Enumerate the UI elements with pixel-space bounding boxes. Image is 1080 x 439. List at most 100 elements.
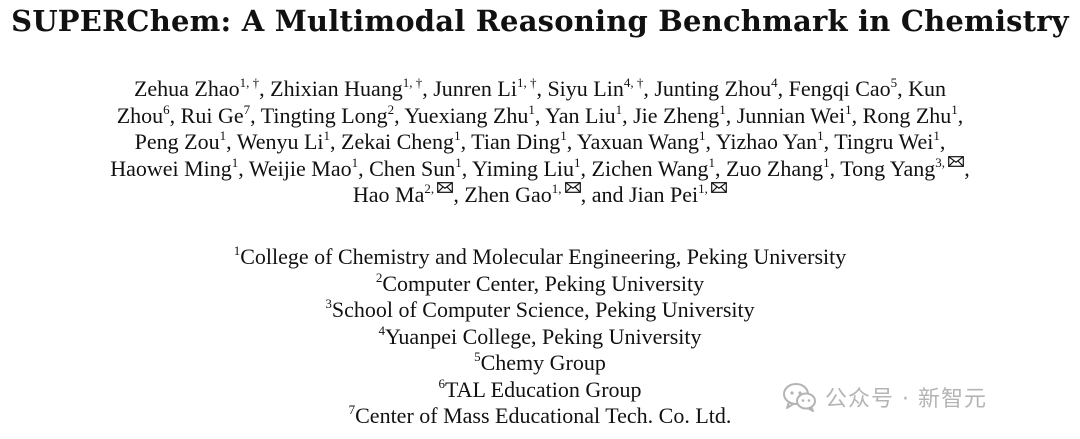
author-name: Junting Zhou <box>654 76 772 101</box>
affiliation-marker: 1 <box>560 128 567 143</box>
affiliation-marker-text: 1 <box>933 128 940 143</box>
author-name: Yan Liu <box>545 102 616 128</box>
author-name: Zehua Zhao <box>133 76 240 101</box>
author: Rong Zhu1, <box>863 103 964 128</box>
affiliation-marker-text: 4 <box>771 75 778 90</box>
affiliation-marker-text: 1 <box>699 128 706 143</box>
affiliation-marker-text: 1 <box>323 128 331 143</box>
author: Haowei Ming1, <box>110 156 249 181</box>
affiliation-marker: 1 <box>352 155 359 170</box>
author: Zhou6, <box>117 103 181 128</box>
author-name: Hao Ma <box>352 182 425 207</box>
author: Rui Ge7, <box>181 103 261 128</box>
affiliation-marker-text: 6 <box>163 101 170 117</box>
author-separator: , <box>964 155 970 181</box>
affiliation-number: 2 <box>375 269 383 285</box>
affiliation: 6TAL Education Group <box>0 377 1080 404</box>
affiliation-marker: 6 <box>163 102 170 117</box>
envelope-icon <box>564 182 581 193</box>
author-name: Peng Zou <box>134 129 220 154</box>
affiliation-marker: 1, <box>698 181 727 196</box>
author-name: Jian Pei <box>629 182 699 207</box>
author-name: Tong Yang <box>840 155 936 181</box>
affiliation: 3School of Computer Science, Peking Univ… <box>0 297 1080 324</box>
author: Peng Zou1, <box>135 129 237 154</box>
affiliation-number: 3 <box>325 296 332 311</box>
author-name: Wenyu Li <box>236 129 324 154</box>
author: Zekai Cheng1, <box>341 129 471 154</box>
author-separator: , and <box>580 182 630 207</box>
author-name: Tingru Wei <box>834 129 934 154</box>
author: Yiming Liu1, <box>472 156 592 181</box>
affiliation-marker: 1 <box>454 128 461 143</box>
affiliation-marker: 2 <box>388 102 395 117</box>
affiliation-marker: 1 <box>220 128 227 143</box>
affiliation-number: 5 <box>474 349 481 364</box>
author-name: Weijie Mao <box>248 155 352 181</box>
author-separator: , <box>358 155 370 181</box>
author-separator: , <box>394 102 405 128</box>
author: Junting Zhou4, <box>654 76 788 101</box>
author-name: Zhou <box>116 102 164 128</box>
author-name: Yaxuan Wang <box>576 129 699 154</box>
affiliation: 5Chemy Group <box>0 350 1080 377</box>
affiliation-marker-text: 7 <box>243 101 251 117</box>
author-name: Fengqi Cao <box>788 76 891 101</box>
author-separator: , <box>622 102 634 128</box>
envelope-icon <box>948 155 965 167</box>
author-separator: , <box>643 76 655 101</box>
author-separator: , <box>259 76 271 101</box>
affiliation-marker: 1, <box>552 181 581 196</box>
author-name: Jie Zheng <box>633 102 720 128</box>
affiliation-marker: 1 <box>455 155 462 170</box>
author: Jie Zheng1, <box>633 103 737 128</box>
affiliation: 2Computer Center, Peking University <box>0 271 1080 298</box>
affiliation-marker-text: 1, <box>698 181 712 196</box>
author-name: Chen Sun <box>369 155 456 181</box>
author: Zichen Wang1, <box>592 156 726 181</box>
author: Yuexiang Zhu1, <box>404 103 545 128</box>
affiliation-marker-text: 1 <box>615 101 623 117</box>
author: Zehua Zhao1, †, <box>134 76 270 101</box>
author-separator: , <box>580 155 592 181</box>
author: Yizhao Yan1, <box>716 129 835 154</box>
author-separator: , <box>422 76 434 101</box>
affiliation-marker-text: 2 <box>387 101 395 117</box>
wechat-icon <box>783 382 817 412</box>
affiliation-marker-text: 1, <box>551 181 565 196</box>
author-separator: , <box>250 102 261 128</box>
author-name: Yiming Liu <box>471 155 575 181</box>
author: Yan Liu1, <box>545 103 633 128</box>
author: Zhen Gao1, , and <box>464 182 629 207</box>
affiliation-text: Yuanpei College, Peking University <box>384 323 702 349</box>
affiliation-marker: 1 <box>719 102 726 117</box>
author-name: Zichen Wang <box>591 155 709 181</box>
affiliation-marker-text: 1 <box>817 128 824 143</box>
author-separator: , <box>777 76 789 101</box>
author-line: Peng Zou1, Wenyu Li1, Zekai Cheng1, Tian… <box>0 129 1080 156</box>
affiliation: 4Yuanpei College, Peking University <box>0 324 1080 351</box>
paper-title: SUPERChem: A Multimodal Reasoning Benchm… <box>11 4 1069 38</box>
affiliation-marker-text: 2, <box>424 181 438 196</box>
author: Siyu Lin4, †, <box>547 76 654 101</box>
affiliation-marker: 1 <box>708 155 715 170</box>
affiliation-marker-text: 1 <box>528 101 535 117</box>
author-separator: , <box>705 129 716 154</box>
affiliation-marker: 1 <box>823 155 830 170</box>
wechat-watermark: 公众号 · 新智元 <box>783 380 987 414</box>
author: Fengqi Cao5, <box>789 76 909 101</box>
affiliation-marker: 1 <box>232 155 239 170</box>
affiliation-marker-text: 1 <box>719 101 726 117</box>
author-name: Yuexiang Zhu <box>404 102 529 128</box>
affiliation-marker-text: 1 <box>708 154 715 170</box>
affiliation-marker: 4 <box>771 75 778 90</box>
author-separator: , <box>226 129 237 154</box>
affiliation-text: School of Computer Science, Peking Unive… <box>331 297 755 322</box>
author-name: Rui Ge <box>180 102 244 128</box>
affiliation-text: Chemy Group <box>480 350 606 375</box>
affiliation: 7Center of Mass Educational Tech. Co. Lt… <box>0 403 1080 430</box>
affiliation-marker: 1, † <box>240 75 260 90</box>
affiliation-marker-text: 1 <box>231 154 239 170</box>
affiliation-marker: 1 <box>817 128 824 143</box>
affiliation: 1College of Chemistry and Molecular Engi… <box>0 244 1080 271</box>
